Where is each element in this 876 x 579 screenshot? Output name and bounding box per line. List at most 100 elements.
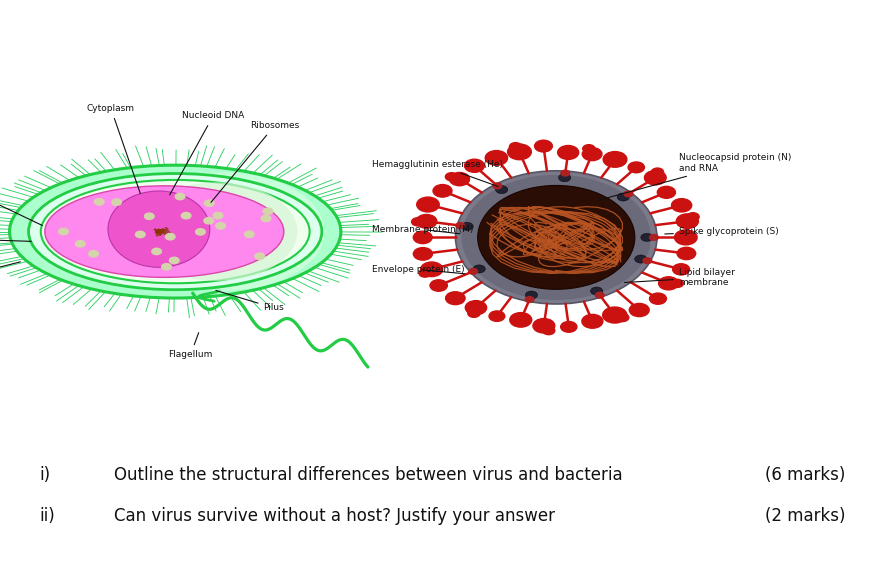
Circle shape <box>676 214 698 229</box>
Text: Hemagglutinin esterase (He): Hemagglutinin esterase (He) <box>372 160 504 186</box>
Circle shape <box>617 313 629 321</box>
Circle shape <box>420 262 442 277</box>
Text: (6 marks): (6 marks) <box>765 466 845 484</box>
Circle shape <box>204 200 214 206</box>
Circle shape <box>657 186 675 199</box>
Circle shape <box>412 218 424 226</box>
Circle shape <box>561 321 577 332</box>
Text: Capsule: Capsule <box>0 262 20 283</box>
Circle shape <box>650 234 659 240</box>
Circle shape <box>561 170 569 176</box>
Circle shape <box>687 212 699 221</box>
Circle shape <box>112 199 122 206</box>
Circle shape <box>469 269 477 274</box>
Circle shape <box>255 253 265 259</box>
Ellipse shape <box>10 165 341 298</box>
Text: Cell Wall: Cell Wall <box>0 234 32 243</box>
Circle shape <box>136 231 145 237</box>
Circle shape <box>583 148 602 160</box>
Text: (2 marks): (2 marks) <box>765 507 845 525</box>
Circle shape <box>675 230 697 245</box>
Circle shape <box>559 174 571 182</box>
Circle shape <box>419 269 431 277</box>
Ellipse shape <box>45 186 284 277</box>
Circle shape <box>583 145 595 153</box>
Text: Lipid bilayer
membrane: Lipid bilayer membrane <box>625 268 735 287</box>
Text: Plasma
Membrane: Plasma Membrane <box>0 177 42 225</box>
Circle shape <box>464 159 484 173</box>
Circle shape <box>542 327 555 335</box>
Circle shape <box>590 287 603 295</box>
Text: Pilus: Pilus <box>215 291 284 312</box>
Circle shape <box>145 213 154 219</box>
Circle shape <box>603 307 627 323</box>
Circle shape <box>643 258 652 263</box>
Circle shape <box>534 140 553 152</box>
Circle shape <box>456 171 657 304</box>
Circle shape <box>416 214 437 228</box>
Circle shape <box>477 185 635 290</box>
Circle shape <box>162 263 172 270</box>
Circle shape <box>493 183 502 189</box>
Circle shape <box>496 185 508 193</box>
Circle shape <box>649 293 667 304</box>
Circle shape <box>558 145 579 159</box>
Circle shape <box>645 171 666 185</box>
Circle shape <box>175 193 185 200</box>
Text: Nucleoid DNA: Nucleoid DNA <box>170 111 244 195</box>
Circle shape <box>263 208 272 214</box>
Circle shape <box>533 318 555 333</box>
Circle shape <box>465 301 487 315</box>
Circle shape <box>659 277 678 290</box>
Text: i): i) <box>39 466 51 484</box>
Ellipse shape <box>41 180 309 283</box>
Ellipse shape <box>135 182 297 281</box>
Circle shape <box>446 292 465 305</box>
Circle shape <box>641 233 653 241</box>
Ellipse shape <box>29 174 321 290</box>
Circle shape <box>629 303 649 317</box>
Circle shape <box>433 185 452 197</box>
Circle shape <box>430 280 448 291</box>
Circle shape <box>213 212 223 219</box>
Circle shape <box>510 142 522 151</box>
Circle shape <box>88 251 98 257</box>
Circle shape <box>677 247 696 259</box>
Circle shape <box>445 173 457 181</box>
Circle shape <box>59 228 68 234</box>
Circle shape <box>75 241 85 247</box>
Circle shape <box>671 279 683 287</box>
Text: Membrane protein (M): Membrane protein (M) <box>372 225 474 234</box>
Text: Nucleocapsid protein (N)
and RNA: Nucleocapsid protein (N) and RNA <box>599 153 791 200</box>
Circle shape <box>169 257 179 263</box>
Text: Cytoplasm: Cytoplasm <box>87 104 140 193</box>
Circle shape <box>461 222 473 230</box>
Circle shape <box>672 199 692 212</box>
Text: Envelope protein (E): Envelope protein (E) <box>372 265 465 274</box>
Circle shape <box>417 197 439 212</box>
Circle shape <box>673 264 689 275</box>
Text: Outline the structural differences between virus and bacteria: Outline the structural differences betwe… <box>114 466 623 484</box>
Circle shape <box>628 162 645 173</box>
Circle shape <box>95 199 104 205</box>
Circle shape <box>510 313 532 327</box>
Circle shape <box>582 314 603 328</box>
Text: Flagellum: Flagellum <box>168 333 213 359</box>
Circle shape <box>181 212 191 219</box>
Circle shape <box>624 191 632 197</box>
Text: ii): ii) <box>39 507 55 525</box>
Circle shape <box>635 255 647 263</box>
Circle shape <box>507 144 532 160</box>
Circle shape <box>204 218 214 224</box>
Circle shape <box>413 248 433 260</box>
Circle shape <box>596 292 604 298</box>
Text: Can virus survive without a host? Justify your answer: Can virus survive without a host? Justif… <box>114 507 555 525</box>
Text: Ribosomes: Ribosomes <box>211 121 299 203</box>
Circle shape <box>413 231 432 244</box>
Circle shape <box>652 168 664 176</box>
Ellipse shape <box>108 191 210 267</box>
Circle shape <box>462 175 651 300</box>
Circle shape <box>617 193 629 201</box>
Circle shape <box>261 215 271 222</box>
Circle shape <box>215 223 225 229</box>
